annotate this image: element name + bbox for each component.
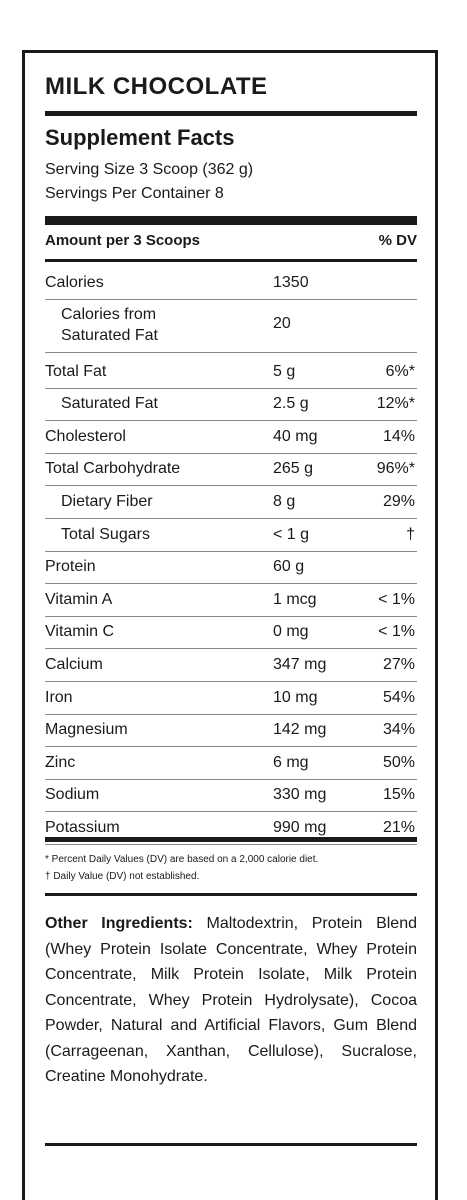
nutrient-name: Potassium [45,819,120,836]
divider [45,259,417,262]
nutrient-dv: < 1% [378,590,415,608]
divider [45,1143,417,1146]
nutrient-amount: 990 mg [273,819,327,836]
nutrient-row: Saturated Fat 2.5 g 12%* [45,388,417,422]
nutrient-name: Calories [45,274,104,291]
nutrient-row: Total Carbohydrate 265 g 96%* [45,453,417,487]
nutrient-dv: 6%* [385,362,415,380]
servings-per-container: Servings Per Container 8 [45,185,224,202]
nutrient-dv: 29% [382,493,415,510]
nutrient-dv: 15% [382,786,415,804]
nutrient-row: Vitamin A 1 mcg < 1% [45,584,417,617]
divider [45,216,417,225]
other-ingredients-text: Maltodextrin, Protein Blend (Whey Protei… [45,915,417,1085]
dv-label: % DV [378,232,417,249]
nutrient-row: Sodium 330 mg 15% [45,779,417,813]
supplement-facts-panel: MILK CHOCOLATE Supplement Facts Serving … [22,50,438,1200]
nutrient-dv: 34% [382,721,415,739]
nutrient-row: Vitamin C 0 mg < 1% [45,616,417,650]
amount-label: Amount per 3 Scoops [45,232,201,249]
nutrient-dv: 96%* [376,460,415,478]
divider [45,837,417,842]
nutrient-amount: 8 g [273,493,296,510]
nutrient-amount: 1 mcg [273,590,317,608]
nutrient-name: Total Fat [45,362,107,380]
nutrient-amount: 6 mg [273,753,309,771]
nutrient-amount: < 1 g [273,525,310,543]
nutrient-name: Cholesterol [45,427,126,445]
divider [45,111,417,116]
nutrient-amount: 40 mg [273,427,318,445]
product-name: MILK CHOCOLATE [45,73,268,100]
nutrient-row: Dietary Fiber 8 g 29% [45,486,417,519]
divider [45,893,417,896]
nutrient-row: Calories from Saturated Fat 20 [45,300,417,353]
nutrient-dv: < 1% [378,623,415,641]
nutrient-dv: 14% [382,427,415,445]
nutrient-amount: 0 mg [273,623,309,641]
nutrient-amount: 10 mg [273,688,318,706]
other-ingredients-label: Other Ingredients: [45,915,193,932]
nutrient-row: Zinc 6 mg 50% [45,747,417,780]
nutrient-row: Total Fat 5 g 6%* [45,356,417,389]
panel-title: Supplement Facts [45,125,235,150]
nutrient-amount: 5 g [273,362,296,380]
nutrient-amount: 142 mg [273,721,327,739]
nutrient-name: Vitamin C [45,623,115,641]
nutrient-name: Saturated Fat [61,395,158,413]
nutrient-name: Total Sugars [61,525,150,543]
nutrient-row: Iron 10 mg 54% [45,682,417,715]
footnote-not-established: † Daily Value (DV) not established. [45,871,200,882]
nutrient-name: Vitamin A [45,590,113,608]
nutrient-dv: 21% [382,819,415,836]
nutrient-amount: 330 mg [273,786,327,804]
nutrient-amount: 347 mg [273,656,327,673]
other-ingredients: Other Ingredients: Maltodextrin, Protein… [45,911,417,1090]
nutrient-dv: 50% [382,753,415,771]
nutrient-row: Magnesium 142 mg 34% [45,714,417,748]
nutrient-amount: 60 g [273,558,305,576]
nutrient-name: Total Carbohydrate [45,460,181,478]
nutrient-row: Protein 60 g [45,551,417,585]
nutrient-row: Calcium 347 mg 27% [45,649,417,682]
nutrient-amount: 20 [273,314,291,332]
amount-header: Amount per 3 Scoops % DV [45,232,417,249]
nutrient-dv: † [406,525,415,543]
nutrient-amount: 1350 [273,274,309,291]
nutrient-name: Calories from Saturated Fat [61,305,158,344]
nutrient-name: Dietary Fiber [61,493,153,510]
nutrient-name: Protein [45,558,96,576]
footnote-dv: * Percent Daily Values (DV) are based on… [45,854,319,865]
nutrient-name: Sodium [45,786,100,804]
nutrient-dv: 54% [382,688,415,706]
nutrient-name: Magnesium [45,721,128,739]
nutrient-row: Calories 1350 [45,267,417,300]
nutrient-row: Cholesterol 40 mg 14% [45,421,417,454]
nutrient-name: Iron [45,688,73,706]
nutrient-row: Total Sugars < 1 g † [45,519,417,552]
nutrient-amount: 2.5 g [273,395,309,413]
nutrient-amount: 265 g [273,460,314,478]
serving-size: Serving Size 3 Scoop (362 g) [45,161,254,178]
nutrient-name: Calcium [45,656,103,673]
nutrient-row: Potassium 990 mg 21% [45,812,417,845]
nutrient-name: Zinc [45,753,76,771]
nutrient-dv: 27% [382,656,415,673]
nutrient-dv: 12%* [376,395,415,413]
